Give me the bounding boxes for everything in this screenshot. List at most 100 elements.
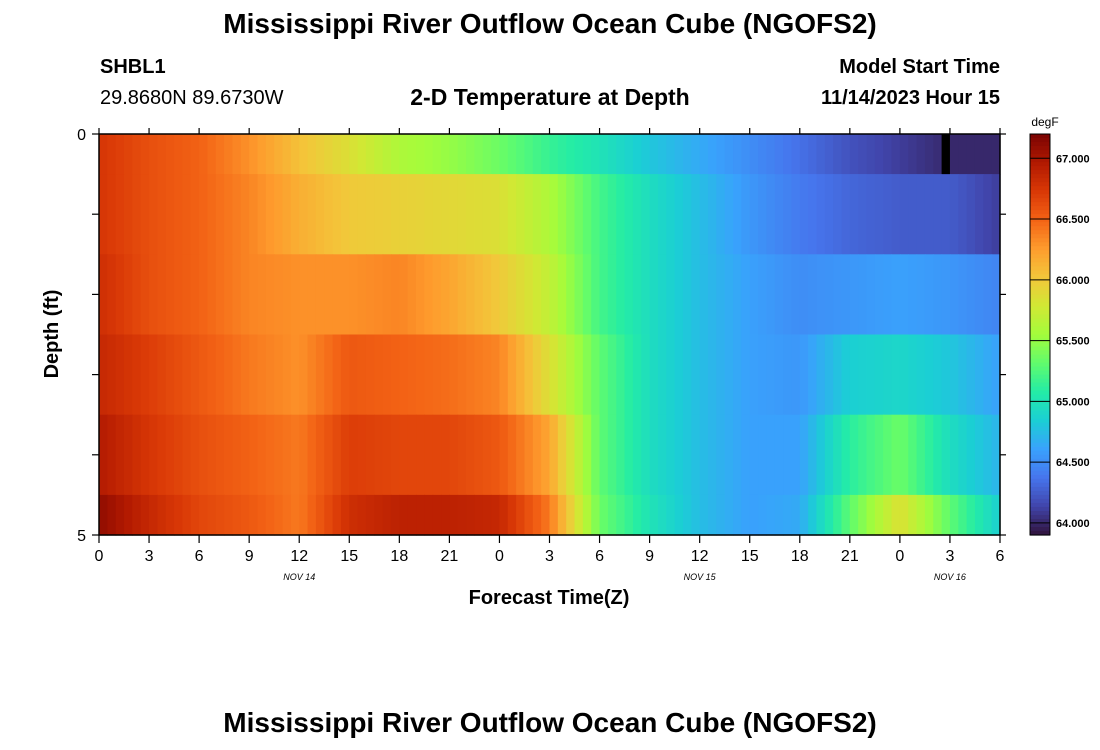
heatmap-cell — [365, 134, 375, 175]
heatmap-cell — [791, 494, 801, 536]
heatmap-cell — [591, 254, 601, 336]
heatmap-cell — [349, 414, 359, 496]
heatmap-cell — [924, 174, 934, 255]
heatmap-cell — [682, 134, 692, 175]
heatmap-cell — [958, 494, 968, 536]
colorbar-segment — [1030, 162, 1050, 167]
heatmap-cell — [741, 174, 751, 255]
colorbar-segment — [1030, 146, 1050, 151]
colorbar-segment — [1030, 210, 1050, 215]
heatmap-cell — [766, 134, 776, 175]
heatmap-cell — [215, 414, 225, 496]
heatmap-cell — [666, 334, 676, 416]
x-tick-label: 6 — [195, 548, 204, 565]
heatmap-cell — [491, 134, 501, 175]
heatmap-cell — [257, 174, 267, 255]
date-label: NOV 15 — [684, 572, 717, 582]
heatmap-cell — [482, 494, 492, 536]
heatmap-cell — [182, 334, 192, 416]
heatmap-cell — [265, 174, 275, 255]
heatmap-cell — [466, 414, 476, 496]
heatmap-cell — [733, 414, 742, 496]
heatmap-cell — [532, 334, 542, 416]
heatmap-cell — [274, 134, 284, 175]
heatmap-cell — [841, 174, 851, 255]
heatmap-cell — [332, 494, 342, 536]
heatmap-cell — [916, 134, 926, 175]
colorbar-segment — [1030, 198, 1050, 203]
colorbar-segment — [1030, 518, 1050, 524]
heatmap-cell — [641, 174, 651, 255]
heatmap-cell — [849, 494, 859, 536]
colorbar-segment — [1030, 174, 1050, 179]
colorbar-segment — [1030, 242, 1050, 247]
heatmap-cell — [307, 254, 317, 336]
heatmap-cell — [315, 254, 325, 336]
heatmap-cell — [566, 254, 576, 336]
heatmap-cell — [866, 494, 876, 536]
heatmap-cell — [340, 134, 350, 175]
heatmap-cell — [708, 494, 717, 536]
heatmap-cell — [591, 414, 601, 496]
heatmap-cell — [324, 134, 334, 175]
missing-data-cell — [941, 134, 950, 175]
heatmap-cell — [574, 174, 584, 255]
colorbar-segment — [1030, 206, 1050, 211]
x-tick-label: 15 — [741, 548, 759, 565]
heatmap-cell — [607, 334, 617, 416]
heatmap-cell — [466, 494, 476, 536]
heatmap-cell — [524, 174, 534, 255]
heatmap-cells — [99, 134, 1001, 536]
heatmap-cell — [299, 174, 309, 255]
heatmap-cell — [374, 134, 384, 175]
colorbar-segment — [1030, 182, 1050, 187]
heatmap-cell — [749, 174, 759, 255]
heatmap-cell — [107, 254, 117, 336]
heatmap-cell — [566, 334, 576, 416]
heatmap-cell — [382, 174, 392, 255]
heatmap-cell — [424, 254, 434, 336]
heatmap-cell — [599, 134, 609, 175]
x-tick-label: 3 — [945, 548, 954, 565]
heatmap-cell — [783, 134, 793, 175]
heatmap-cell — [182, 494, 192, 536]
heatmap-cell — [140, 494, 150, 536]
heatmap-cell — [657, 174, 667, 255]
heatmap-chart: 0 3 6 9 12 15 18 21 0 3 6 9 12 15 18 21 0 3 6 NOV 14 NOV 15 N… — [41, 115, 1090, 609]
heatmap-cell — [99, 414, 108, 496]
heatmap-cell — [149, 174, 158, 255]
heatmap-cell — [290, 334, 300, 416]
colorbar-segment — [1030, 334, 1050, 340]
heatmap-cell — [749, 414, 759, 496]
heatmap-cell — [99, 494, 108, 536]
heatmap-cell — [632, 174, 642, 255]
heatmap-cell — [958, 134, 968, 175]
heatmap-cell — [641, 134, 651, 175]
heatmap-cell — [599, 494, 609, 536]
heatmap-cell — [516, 174, 526, 255]
heatmap-cell — [766, 414, 776, 496]
heatmap-cell — [374, 334, 384, 416]
colorbar-segment — [1030, 274, 1050, 279]
heatmap-cell — [424, 334, 434, 416]
heatmap-cell — [833, 494, 843, 536]
heatmap-cell — [657, 334, 667, 416]
heatmap-cell — [99, 334, 108, 416]
heatmap-cell — [365, 494, 375, 536]
heatmap-cell — [224, 174, 234, 255]
heatmap-cell — [974, 254, 984, 336]
colorbar-segment — [1030, 138, 1050, 143]
heatmap-cell — [482, 414, 492, 496]
colorbar-segment — [1030, 270, 1050, 275]
heatmap-cell — [257, 334, 267, 416]
heatmap-cell — [733, 494, 742, 536]
heatmap-cell — [382, 254, 392, 336]
heatmap-cell — [507, 494, 517, 536]
x-tick-label: 21 — [841, 548, 859, 565]
heatmap-cell — [507, 134, 517, 175]
heatmap-cell — [124, 334, 133, 416]
heatmap-cell — [407, 334, 417, 416]
heatmap-cell — [699, 414, 709, 496]
heatmap-cell — [641, 414, 651, 496]
colorbar-segment — [1030, 178, 1050, 183]
